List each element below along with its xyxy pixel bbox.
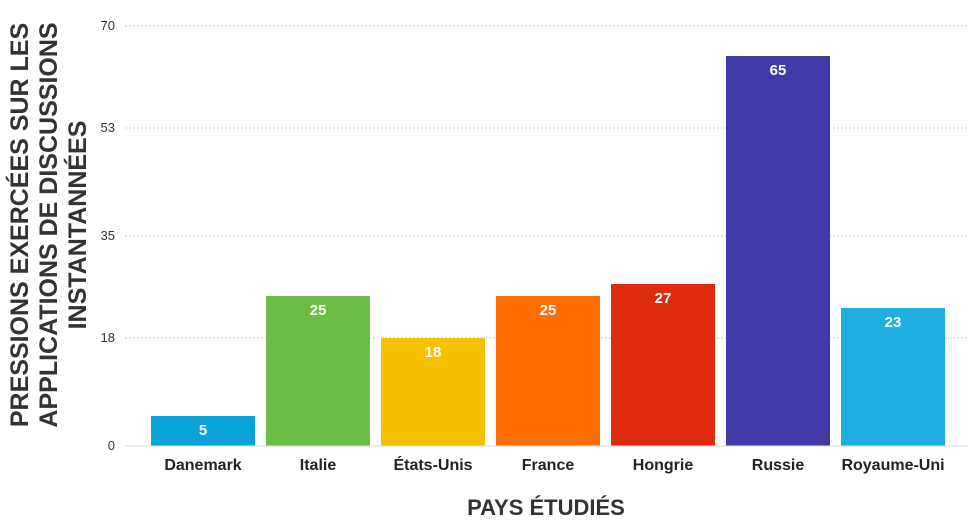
x-category-label: Danemark [164, 457, 241, 474]
x-axis-title: PAYS ÉTUDIÉS [467, 495, 625, 520]
y-tick-label: 0 [108, 438, 115, 453]
bar-value-label: 25 [540, 302, 557, 319]
bar-0 [151, 416, 255, 446]
bar-value-label: 18 [425, 344, 442, 361]
bar-value-label: 23 [885, 314, 902, 331]
bar-4 [611, 284, 715, 446]
x-axis-categories: Danemark Italie États-Unis France Hongrie Rus… [164, 455, 944, 474]
bar-6 [841, 308, 945, 446]
bar-2 [381, 338, 485, 446]
x-category-label: Hongrie [633, 457, 694, 474]
bar-value-label: 5 [199, 422, 207, 439]
y-tick-label: 70 [101, 18, 115, 33]
y-tick-label: 35 [101, 228, 115, 243]
y-axis-title-line-1: PRESSIONS EXERCÉES SUR LES [5, 23, 34, 427]
y-axis-title-line-2: APPLICATIONS DE DISCUSSIONS [35, 22, 63, 427]
y-axis-title-line-3: INSTANTANNÉES [63, 121, 92, 330]
x-category-label: Italie [300, 457, 337, 474]
bar-1 [266, 296, 370, 446]
data-labels: 5 25 18 25 27 65 23 [199, 62, 902, 439]
y-axis-title: PRESSIONS EXERCÉES SUR LES APPLICATIONS … [5, 22, 92, 427]
x-category-label: États-Unis [393, 455, 472, 474]
x-category-label: France [522, 457, 575, 474]
x-category-label: Russie [752, 457, 805, 474]
gridlines [125, 25, 967, 339]
bars [151, 56, 945, 446]
y-tick-label: 53 [101, 120, 115, 135]
bar-value-label: 25 [310, 302, 327, 319]
bar-5 [726, 56, 830, 446]
y-axis-ticks: 0 18 35 53 70 [101, 18, 115, 453]
y-tick-label: 18 [101, 330, 115, 345]
x-category-label: Royaume-Uni [841, 457, 944, 474]
bar-value-label: 65 [770, 62, 787, 79]
bar-value-label: 27 [655, 290, 672, 307]
bar-3 [496, 296, 600, 446]
